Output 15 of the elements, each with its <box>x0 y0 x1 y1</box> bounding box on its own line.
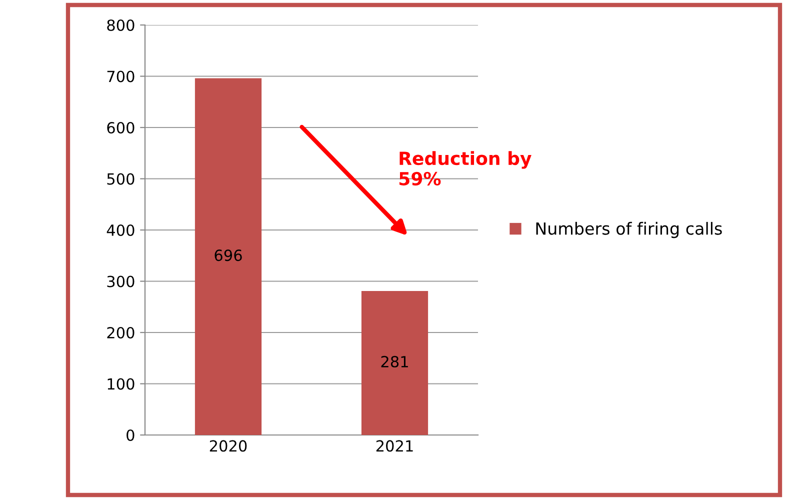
y-tick-label: 600 <box>107 122 134 134</box>
legend-label: Numbers of firing calls <box>536 222 722 238</box>
y-tick-label: 700 <box>107 70 134 82</box>
y-tick-label: 400 <box>106 224 134 236</box>
y-tick-label: 300 <box>107 276 134 288</box>
annotation: Reduction by 59% <box>399 151 532 186</box>
y-tick-label: 200 <box>107 326 134 339</box>
y-tick-label: 800 <box>107 19 134 32</box>
data-label: 281 <box>381 356 408 368</box>
y-tick-label: 500 <box>107 173 134 185</box>
y-tick-label: 0 <box>126 429 134 442</box>
y-tick-label: 100 <box>108 378 134 390</box>
x-tick-label: 2021 <box>376 440 413 452</box>
data-label: 696 <box>214 250 242 262</box>
x-tick-label: 2020 <box>210 440 247 452</box>
